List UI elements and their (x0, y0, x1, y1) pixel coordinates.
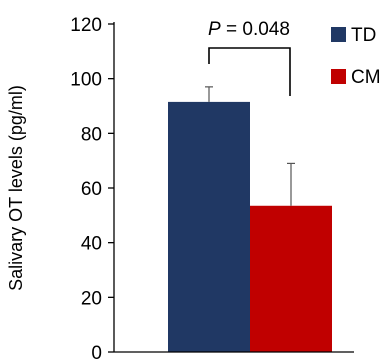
legend-label-cm: CM (351, 67, 381, 88)
bar-td (168, 101, 250, 353)
significance-annotation: P = 0.048 (208, 19, 291, 96)
plot-area (168, 86, 332, 353)
legend-swatch-td (331, 27, 346, 42)
y-tick-label: 0 (91, 343, 102, 362)
y-tick-label: 20 (81, 288, 102, 309)
bar-cm (250, 205, 332, 352)
p-value-text: = 0.048 (221, 19, 290, 40)
y-tick-label: 60 (81, 179, 102, 200)
p-symbol: P (208, 19, 221, 40)
y-axis-title: Salivary OT levels (pg/ml) (6, 85, 26, 291)
legend-label-td: TD (351, 25, 376, 46)
legend-swatch-cm (331, 69, 346, 84)
significance-bracket (208, 47, 291, 96)
legend: TD CM (331, 25, 381, 88)
y-tick-label: 120 (70, 15, 102, 36)
y-tick-label: 80 (81, 124, 102, 145)
y-tick-label: 40 (81, 234, 102, 255)
p-value-label: P = 0.048 (208, 19, 290, 40)
y-axis: 0 20 40 60 80 100 120 (70, 15, 354, 362)
y-tick-label: 100 (70, 70, 102, 91)
